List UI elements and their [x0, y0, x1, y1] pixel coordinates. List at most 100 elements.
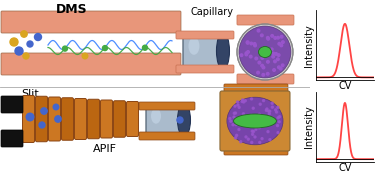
- Text: APIF: APIF: [93, 144, 117, 154]
- Circle shape: [250, 114, 253, 116]
- Circle shape: [274, 60, 276, 63]
- Circle shape: [281, 64, 284, 67]
- Circle shape: [233, 116, 235, 118]
- Circle shape: [238, 106, 240, 108]
- Circle shape: [257, 126, 259, 128]
- Circle shape: [23, 53, 29, 59]
- Circle shape: [280, 35, 283, 38]
- Circle shape: [242, 99, 243, 101]
- Circle shape: [279, 67, 282, 70]
- Y-axis label: Intensity: Intensity: [304, 106, 314, 148]
- Ellipse shape: [151, 108, 161, 124]
- Circle shape: [261, 64, 263, 67]
- FancyBboxPatch shape: [237, 74, 294, 84]
- FancyBboxPatch shape: [23, 96, 34, 143]
- Circle shape: [258, 127, 260, 129]
- Circle shape: [266, 108, 268, 110]
- Circle shape: [234, 105, 236, 107]
- FancyBboxPatch shape: [224, 84, 288, 94]
- FancyBboxPatch shape: [1, 11, 181, 33]
- Circle shape: [258, 61, 261, 64]
- Circle shape: [275, 109, 277, 111]
- Circle shape: [271, 106, 273, 108]
- Circle shape: [143, 45, 147, 50]
- FancyBboxPatch shape: [48, 97, 60, 141]
- Ellipse shape: [227, 97, 283, 145]
- Circle shape: [245, 119, 247, 121]
- Circle shape: [278, 42, 280, 45]
- Circle shape: [261, 57, 263, 59]
- Circle shape: [276, 111, 277, 113]
- Circle shape: [15, 47, 23, 55]
- Circle shape: [267, 131, 269, 133]
- Circle shape: [240, 141, 242, 143]
- Circle shape: [34, 34, 42, 41]
- Circle shape: [266, 73, 269, 75]
- Circle shape: [237, 101, 239, 103]
- Circle shape: [10, 38, 18, 46]
- Circle shape: [253, 120, 255, 122]
- Circle shape: [254, 136, 256, 138]
- Circle shape: [243, 119, 245, 121]
- Circle shape: [252, 107, 254, 109]
- Circle shape: [235, 134, 238, 136]
- Circle shape: [21, 31, 27, 37]
- FancyBboxPatch shape: [36, 96, 48, 142]
- Y-axis label: Intensity: Intensity: [304, 24, 314, 67]
- Circle shape: [274, 37, 277, 39]
- Circle shape: [277, 54, 280, 56]
- Circle shape: [262, 73, 265, 76]
- Circle shape: [272, 55, 274, 58]
- FancyBboxPatch shape: [176, 31, 234, 39]
- Circle shape: [271, 35, 273, 37]
- Circle shape: [257, 29, 260, 32]
- Circle shape: [263, 100, 265, 102]
- FancyBboxPatch shape: [127, 101, 138, 136]
- Circle shape: [277, 66, 280, 69]
- FancyBboxPatch shape: [224, 145, 288, 155]
- Circle shape: [261, 138, 263, 140]
- Circle shape: [257, 71, 259, 74]
- Circle shape: [235, 118, 237, 120]
- Circle shape: [264, 116, 266, 118]
- Ellipse shape: [259, 46, 271, 57]
- Circle shape: [277, 106, 279, 108]
- Circle shape: [266, 61, 269, 63]
- FancyBboxPatch shape: [139, 102, 195, 110]
- Circle shape: [39, 122, 45, 128]
- Circle shape: [41, 108, 47, 114]
- Circle shape: [234, 137, 237, 139]
- Circle shape: [247, 138, 249, 140]
- Circle shape: [253, 43, 256, 45]
- Circle shape: [247, 51, 249, 53]
- Circle shape: [280, 44, 283, 47]
- Circle shape: [268, 110, 270, 112]
- Circle shape: [244, 100, 246, 102]
- FancyBboxPatch shape: [101, 100, 113, 138]
- Circle shape: [277, 125, 279, 126]
- Circle shape: [238, 128, 240, 130]
- Circle shape: [270, 48, 273, 51]
- Circle shape: [55, 116, 61, 122]
- Circle shape: [235, 124, 237, 126]
- Circle shape: [271, 102, 273, 104]
- FancyBboxPatch shape: [146, 105, 186, 137]
- Circle shape: [177, 117, 183, 123]
- Circle shape: [266, 37, 269, 39]
- FancyBboxPatch shape: [113, 101, 125, 137]
- Circle shape: [53, 104, 59, 110]
- Circle shape: [253, 130, 254, 132]
- Circle shape: [232, 124, 234, 126]
- X-axis label: CV: CV: [338, 81, 352, 91]
- Ellipse shape: [178, 104, 191, 136]
- Circle shape: [252, 133, 254, 135]
- Circle shape: [243, 121, 245, 122]
- Circle shape: [229, 117, 231, 120]
- Circle shape: [269, 139, 271, 141]
- Circle shape: [259, 113, 260, 115]
- Circle shape: [102, 46, 107, 51]
- Circle shape: [244, 116, 246, 118]
- Circle shape: [249, 55, 252, 58]
- FancyBboxPatch shape: [62, 98, 73, 140]
- Ellipse shape: [189, 37, 200, 55]
